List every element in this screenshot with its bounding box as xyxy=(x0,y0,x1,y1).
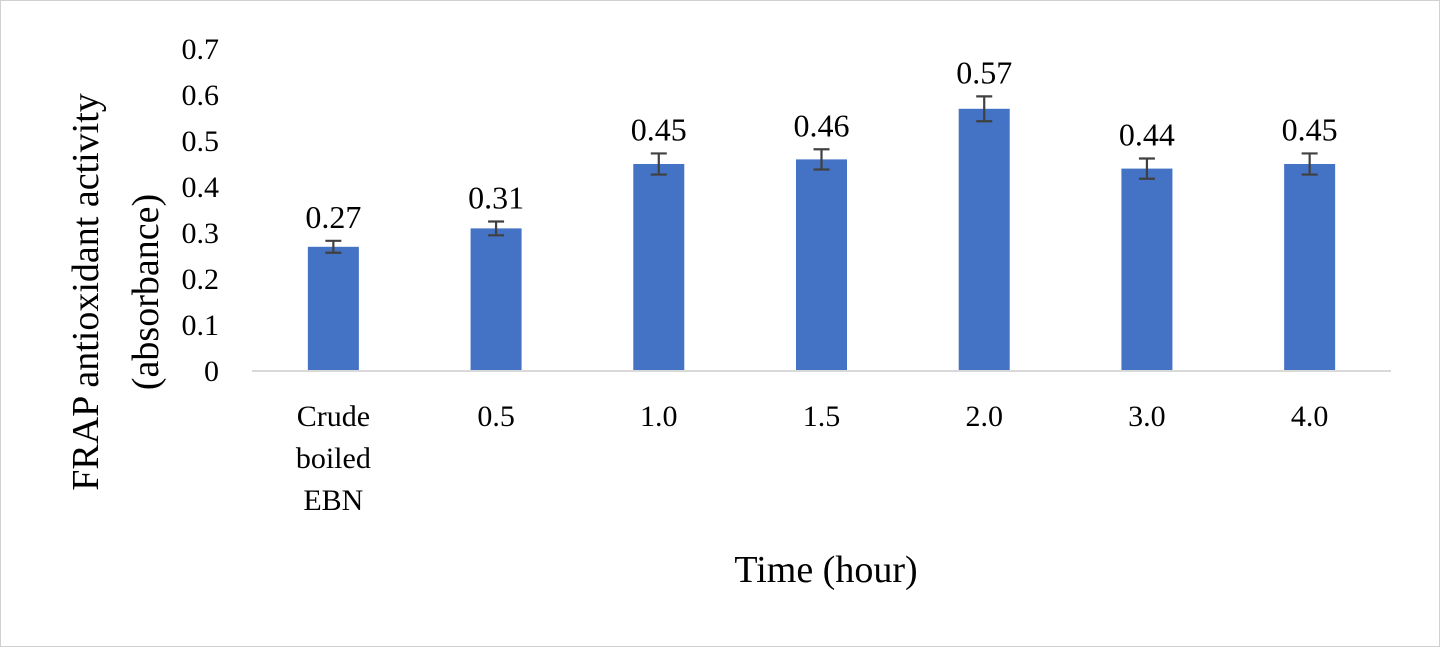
data-label: 0.57 xyxy=(956,54,1012,90)
x-axis-title: Time (hour) xyxy=(734,549,917,591)
data-labels: 0.27 0.31 0.45 0.46 0.57 0.44 0.45 xyxy=(305,54,1337,234)
x-tick-label-line: boiled xyxy=(296,442,371,475)
x-tick-label: 0.5 xyxy=(477,400,515,433)
x-tick-label: 2.0 xyxy=(965,400,1003,433)
x-tick-label-line: 0.5 xyxy=(477,400,515,433)
y-tick-label: 0.7 xyxy=(182,33,220,66)
y-tick-label: 0.1 xyxy=(182,309,220,342)
x-tick-label: 4.0 xyxy=(1291,400,1329,433)
x-tick-label: 3.0 xyxy=(1128,400,1166,433)
y-tick-label: 0.5 xyxy=(182,125,220,158)
bar xyxy=(958,108,1010,372)
data-label: 0.27 xyxy=(305,199,361,235)
y-tick-label: 0.6 xyxy=(182,79,220,112)
data-label: 0.46 xyxy=(794,107,850,143)
y-axis-title-line-1: FRAP antioxidant activity xyxy=(65,93,107,491)
y-tick-label: 0.2 xyxy=(182,263,220,296)
error-bar xyxy=(650,152,667,176)
x-tick-label-line: 4.0 xyxy=(1291,400,1329,433)
y-axis-ticks: 0 0.1 0.2 0.3 0.4 0.5 0.6 0.7 xyxy=(182,33,220,388)
error-bar xyxy=(1301,152,1318,176)
data-label: 0.44 xyxy=(1119,116,1175,152)
x-tick-label-line: EBN xyxy=(303,484,363,517)
x-axis-ticks: Crude boiled EBN 0.5 1.0 1.5 2.0 3.0 4.0 xyxy=(296,400,1329,517)
bar xyxy=(1284,164,1336,371)
error-bar xyxy=(976,95,993,123)
y-tick-label: 0.3 xyxy=(182,217,220,250)
error-bar xyxy=(1138,157,1155,180)
bar xyxy=(633,164,685,371)
x-tick-label: 1.5 xyxy=(803,400,841,433)
x-tick-label: 1.0 xyxy=(640,400,678,433)
y-axis-title-line-2: (absorbance) xyxy=(125,194,167,390)
error-bars xyxy=(325,95,1318,254)
bar xyxy=(470,228,522,371)
x-tick-label-line: 1.5 xyxy=(803,400,841,433)
bar xyxy=(796,159,847,371)
error-bar xyxy=(813,148,830,171)
x-tick-label-line: 1.0 xyxy=(640,400,678,433)
data-label: 0.45 xyxy=(631,111,687,147)
x-tick-label-line: 3.0 xyxy=(1128,400,1166,433)
error-bar xyxy=(325,239,342,254)
data-label: 0.31 xyxy=(468,180,524,216)
error-bar xyxy=(488,220,505,237)
x-tick-label: Crude boiled EBN xyxy=(296,400,371,517)
y-tick-label: 0 xyxy=(204,355,219,388)
y-tick-label: 0.4 xyxy=(182,171,220,204)
data-label: 0.45 xyxy=(1282,111,1338,147)
bar xyxy=(307,246,359,371)
x-tick-label-line: Crude xyxy=(297,400,370,433)
y-axis-title: FRAP antioxidant activity (absorbance) xyxy=(65,93,167,491)
bar xyxy=(1121,168,1173,371)
x-tick-label-line: 2.0 xyxy=(965,400,1003,433)
bars xyxy=(307,108,1336,372)
